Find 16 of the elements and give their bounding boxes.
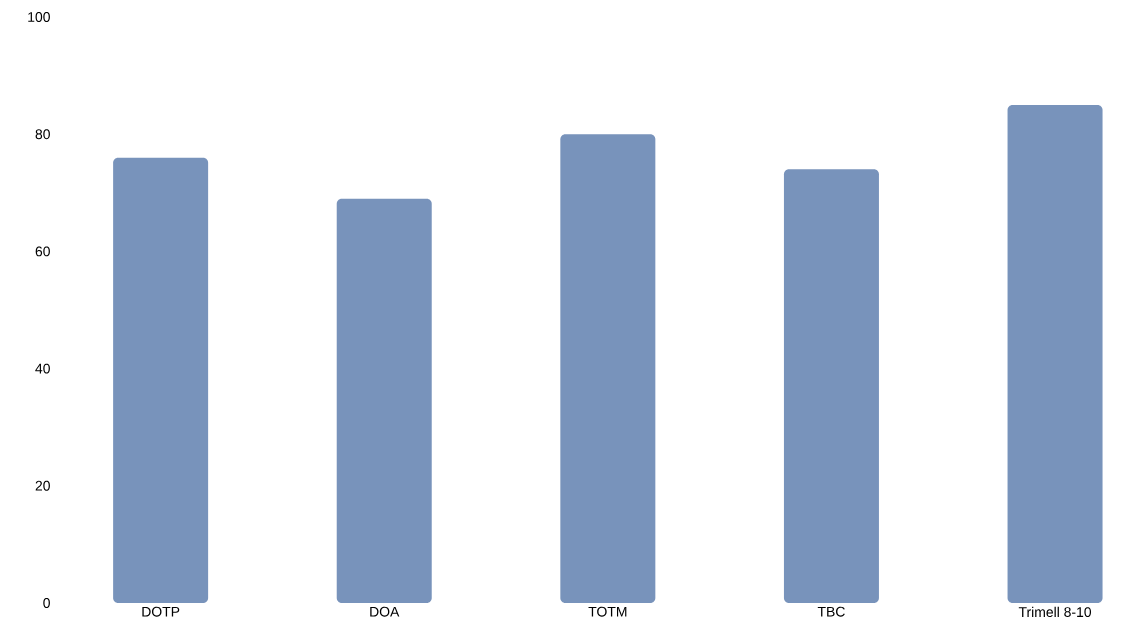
x-tick-label: TBC [817, 606, 845, 617]
y-tick-label: 0 [43, 598, 50, 608]
bar [336, 198, 432, 603]
bar [560, 134, 656, 603]
bar [1007, 104, 1103, 603]
bar [783, 169, 879, 603]
x-tick-label: Trimell 8-10 [1018, 606, 1092, 618]
y-tick-label: 100 [28, 12, 50, 22]
x-tick-label: TOTM [588, 606, 627, 617]
y-tick-label: 20 [35, 480, 50, 491]
x-tick-label: DOA [370, 606, 400, 617]
y-tick-label: 80 [35, 129, 50, 140]
y-tick-label: 40 [35, 363, 50, 374]
y-tick-label: 60 [35, 246, 50, 257]
x-tick-label: DOTP [142, 606, 180, 617]
bar [113, 157, 209, 603]
